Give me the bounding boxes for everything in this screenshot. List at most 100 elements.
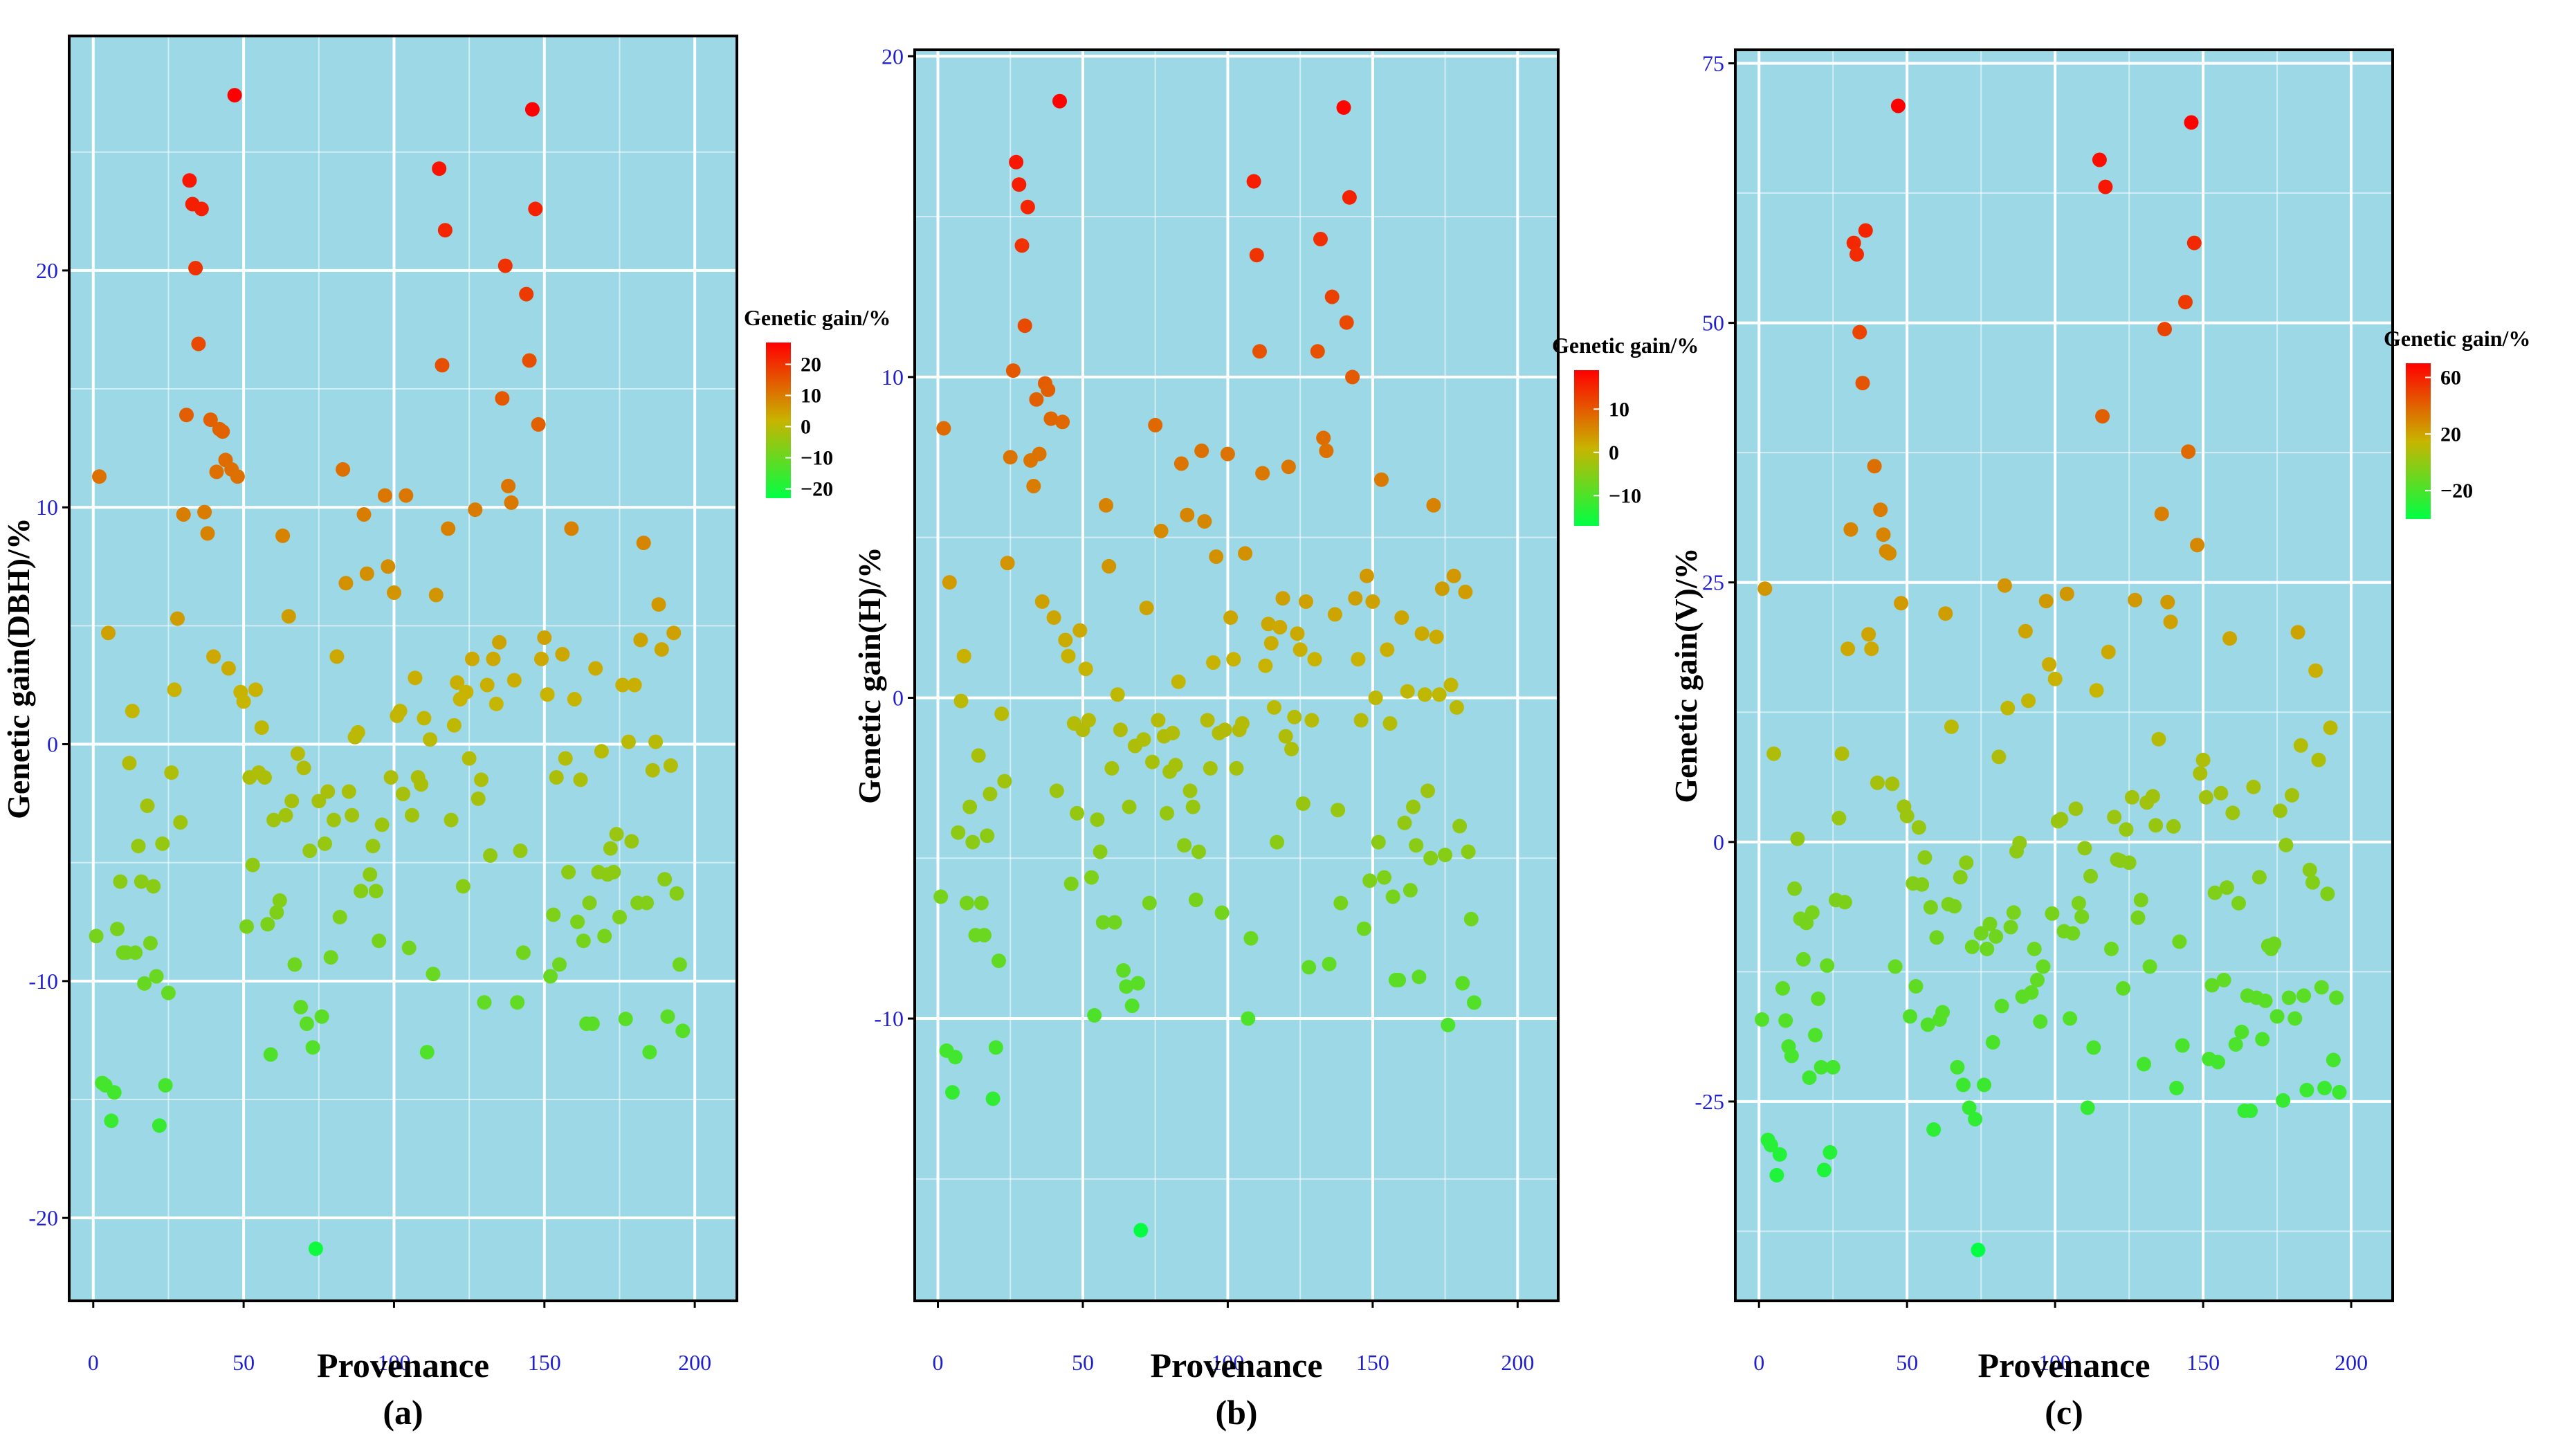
data-point bbox=[2193, 766, 2208, 781]
data-point bbox=[977, 928, 992, 942]
data-point bbox=[1081, 713, 1096, 728]
data-point bbox=[287, 957, 302, 972]
legend-tick-label: −20 bbox=[801, 478, 833, 501]
data-point bbox=[492, 635, 507, 650]
data-point bbox=[1133, 1223, 1149, 1238]
data-point bbox=[2151, 731, 2166, 747]
data-point bbox=[666, 626, 682, 641]
data-point bbox=[2121, 855, 2137, 870]
data-point bbox=[2169, 1080, 2184, 1095]
data-point bbox=[2219, 880, 2234, 895]
data-point bbox=[2137, 1057, 2151, 1072]
data-point bbox=[1058, 632, 1073, 648]
data-point bbox=[1816, 1162, 1831, 1178]
data-point bbox=[971, 748, 986, 763]
data-point bbox=[510, 995, 525, 1010]
x-tick-label: 200 bbox=[2335, 1350, 2368, 1375]
data-point bbox=[92, 469, 107, 484]
legend-tick-label: 10 bbox=[801, 385, 821, 408]
data-point bbox=[997, 774, 1012, 789]
data-point bbox=[537, 630, 552, 645]
data-point bbox=[1180, 507, 1195, 522]
y-tick-label: -10 bbox=[28, 969, 58, 994]
data-point bbox=[2178, 295, 2193, 310]
data-point bbox=[2033, 1014, 2048, 1029]
x-axis-title: Provenance bbox=[1150, 1346, 1322, 1385]
data-point bbox=[2166, 819, 2181, 834]
data-point bbox=[1299, 594, 1313, 609]
data-point bbox=[2130, 910, 2146, 925]
data-point bbox=[1203, 760, 1218, 776]
data-point bbox=[1182, 783, 1198, 798]
data-point bbox=[1165, 725, 1180, 740]
data-point bbox=[582, 895, 597, 911]
y-tick-label: 10 bbox=[881, 365, 904, 390]
data-point bbox=[455, 879, 471, 894]
data-point bbox=[495, 391, 510, 406]
data-point bbox=[1917, 850, 1933, 865]
data-point bbox=[1116, 963, 1131, 978]
data-point bbox=[1046, 610, 1061, 626]
data-point bbox=[1261, 617, 1276, 632]
data-point bbox=[2030, 972, 2045, 987]
data-point bbox=[417, 711, 432, 726]
data-point bbox=[257, 770, 272, 785]
data-point bbox=[2285, 787, 2299, 803]
data-point bbox=[1426, 498, 1441, 513]
data-point bbox=[1956, 1077, 1971, 1093]
data-point bbox=[953, 693, 969, 709]
data-point bbox=[2124, 790, 2139, 805]
data-point bbox=[318, 836, 332, 851]
data-point bbox=[314, 1009, 329, 1024]
data-point bbox=[1920, 1017, 1935, 1032]
data-point bbox=[1327, 607, 1342, 622]
data-point bbox=[483, 848, 498, 863]
data-point bbox=[2190, 538, 2205, 553]
data-point bbox=[558, 751, 573, 766]
data-point bbox=[1977, 1077, 1991, 1093]
data-point bbox=[965, 834, 980, 850]
data-point bbox=[1876, 527, 1891, 542]
data-point bbox=[2207, 885, 2222, 900]
data-point bbox=[293, 1000, 309, 1014]
data-point bbox=[2160, 594, 2175, 610]
data-point bbox=[956, 648, 971, 664]
data-point bbox=[278, 807, 293, 823]
data-point bbox=[513, 843, 528, 859]
data-point bbox=[1997, 578, 2012, 593]
data-point bbox=[479, 677, 495, 693]
data-point bbox=[311, 794, 327, 809]
data-point bbox=[296, 760, 311, 776]
legend-colorbar bbox=[766, 343, 791, 498]
data-point bbox=[1858, 223, 1873, 238]
data-point bbox=[387, 585, 401, 600]
data-point bbox=[1968, 1111, 1983, 1126]
data-point bbox=[1991, 749, 2007, 765]
panel-caption: (a) bbox=[383, 1393, 423, 1432]
x-tick-label: 150 bbox=[1356, 1350, 1389, 1375]
data-point bbox=[2195, 752, 2211, 767]
data-point bbox=[1029, 392, 1044, 407]
data-point bbox=[437, 223, 453, 238]
data-point bbox=[1834, 746, 1849, 761]
legend-tick-label: 20 bbox=[2440, 423, 2461, 446]
data-point bbox=[567, 692, 582, 706]
data-point bbox=[2133, 893, 2148, 908]
data-point bbox=[633, 632, 648, 648]
data-point bbox=[2172, 934, 2187, 949]
data-point bbox=[1852, 325, 1867, 340]
data-point bbox=[1209, 549, 1224, 564]
x-tick-label: 150 bbox=[2186, 1350, 2220, 1375]
data-point bbox=[1020, 199, 1035, 215]
data-point bbox=[2012, 835, 2027, 850]
data-point bbox=[2213, 785, 2229, 801]
data-point bbox=[89, 929, 104, 944]
data-point bbox=[1032, 446, 1047, 462]
data-point bbox=[1119, 979, 1134, 994]
data-point bbox=[1775, 980, 1790, 996]
data-point bbox=[1151, 713, 1166, 728]
data-point bbox=[327, 812, 341, 828]
data-point bbox=[2145, 789, 2160, 804]
data-point bbox=[2186, 235, 2202, 250]
